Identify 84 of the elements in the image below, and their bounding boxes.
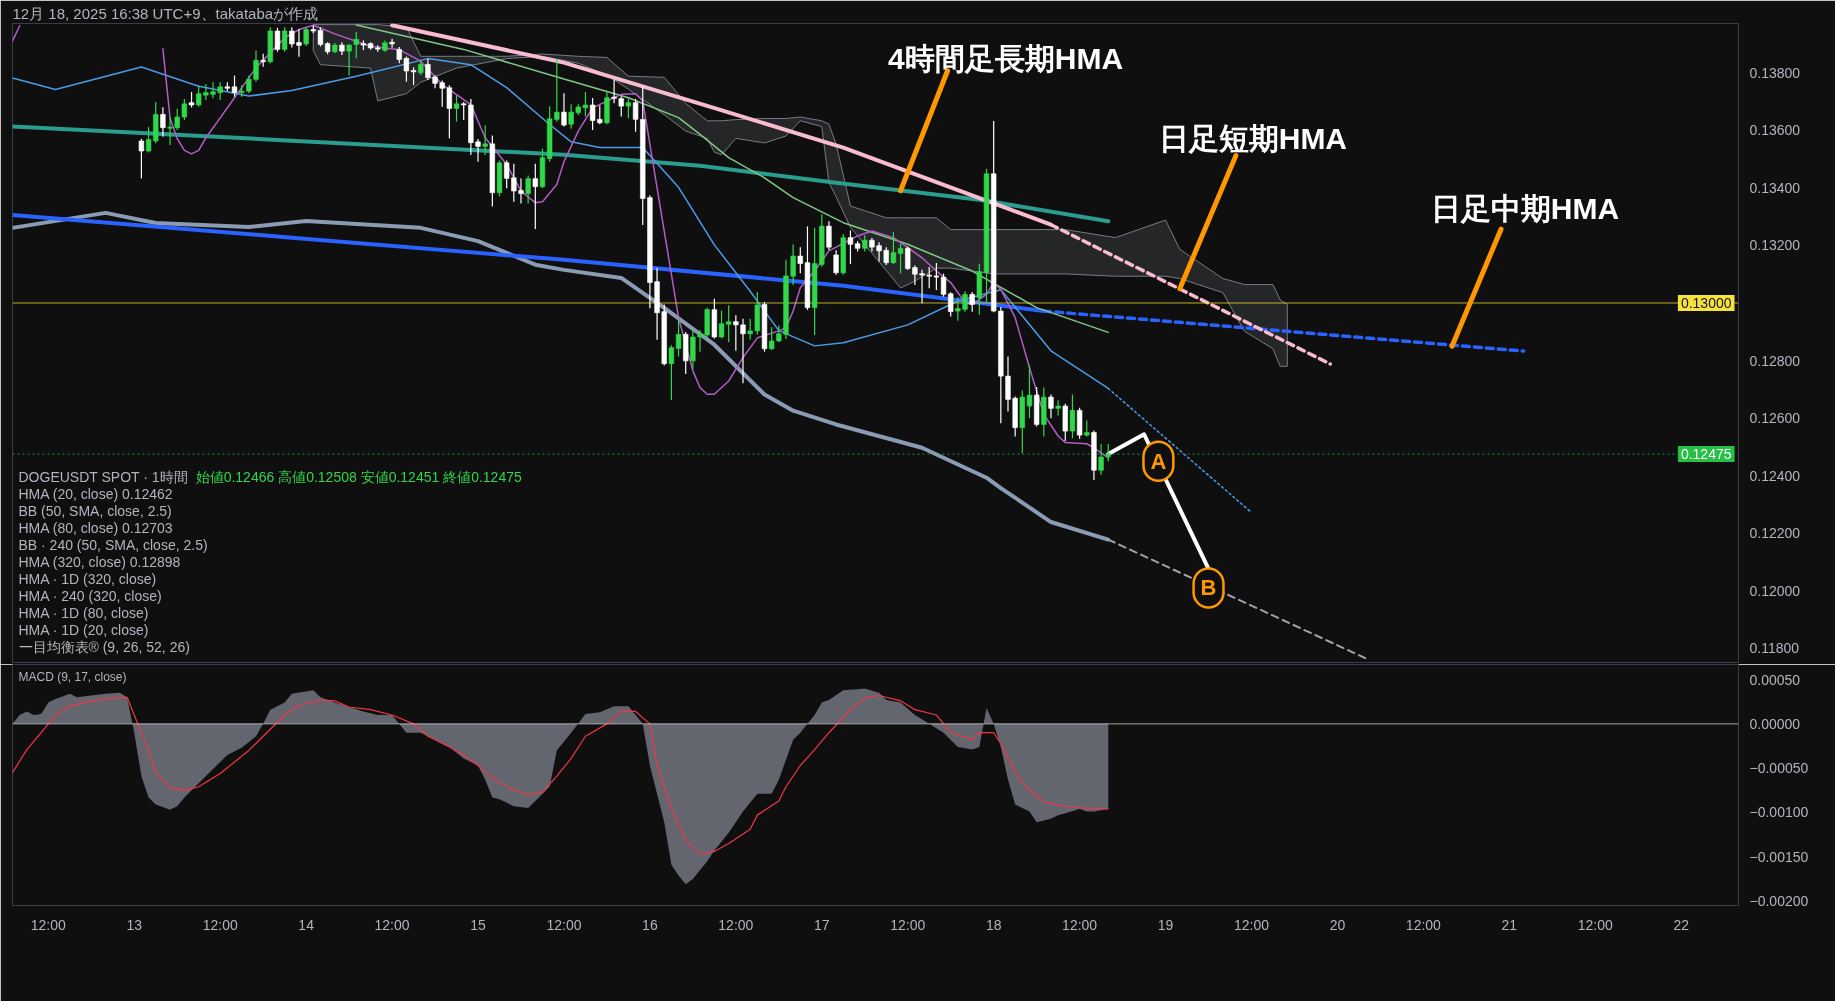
annotation: HMA · 1D (320, close)	[18, 570, 157, 587]
candlestick	[675, 318, 682, 357]
annotation: A	[1150, 448, 1167, 474]
candlestick	[847, 230, 854, 265]
annotation: HMA · 240 (320, close)	[18, 587, 162, 604]
text: 始値0.12466 高値0.12508 安値0.12451 終値0.12475	[195, 468, 522, 485]
x-tick-label: 14	[298, 916, 315, 933]
candlestick	[281, 27, 288, 52]
y-tick-label: −0.00100	[1749, 804, 1809, 821]
x-tick-label: 15	[470, 916, 487, 933]
text: DOGEUSDT SPOT · 1時間	[18, 468, 188, 485]
candlestick	[1069, 394, 1076, 439]
candlestick	[1048, 394, 1054, 419]
y-tick-label: 0.00000	[1749, 715, 1801, 732]
x-tick-label: 16	[642, 916, 658, 933]
annotation: 一目均衡表® (9, 26, 52, 26)	[18, 638, 190, 655]
annotation: HMA (80, close) 0.12703	[18, 519, 173, 536]
candlestick	[160, 107, 166, 137]
candlestick	[274, 27, 281, 52]
ref-line-label: 0.12475	[1680, 446, 1732, 463]
candlestick	[632, 98, 639, 132]
line-series	[12, 694, 1109, 855]
candlestick	[1055, 400, 1061, 416]
candlestick	[482, 125, 488, 156]
y-tick-label: 0.11800	[1749, 640, 1800, 657]
chart-title: MACD (9, 17, close)	[18, 669, 127, 684]
x-tick-label: 13	[126, 916, 143, 933]
x-tick-label: 12:00	[890, 916, 926, 933]
y-tick-label: 0.12200	[1749, 525, 1801, 542]
annotation: 日足中期HMA	[1430, 191, 1620, 225]
y-tick-label: 0.12400	[1749, 467, 1801, 484]
y-tick-label: −0.00050	[1749, 760, 1809, 777]
x-tick-label: 12:00	[202, 916, 238, 933]
y-tick-label: 0.13400	[1749, 179, 1801, 196]
candlestick	[826, 221, 832, 251]
y-tick-label: 0.12000	[1749, 582, 1801, 599]
annotation: HMA · 1D (20, close)	[18, 621, 149, 638]
annotation: BB (50, SMA, close, 2.5)	[18, 502, 172, 519]
x-tick-label: 12:00	[1577, 916, 1613, 933]
line-series	[12, 124, 1111, 224]
y-tick-label: 0.00050	[1749, 671, 1801, 688]
y-tick-label: −0.00200	[1749, 893, 1809, 910]
y-tick-label: 0.13600	[1749, 122, 1801, 139]
x-tick-label: 12:00	[718, 916, 754, 933]
x-tick-label: 18	[985, 916, 1002, 933]
x-tick-label: 12:00	[30, 916, 67, 933]
candlestick	[525, 175, 531, 204]
annotation: HMA (20, close) 0.12462	[18, 485, 173, 502]
x-tick-label: 12:00	[374, 916, 410, 933]
y-tick-label: 0.13800	[1749, 64, 1801, 81]
ref-line-label: 0.13000	[1680, 294, 1732, 311]
x-tick-label: 20	[1329, 916, 1346, 933]
y-tick-label: 0.12600	[1749, 410, 1801, 427]
y-tick-label: −0.00150	[1749, 848, 1809, 865]
candlestick	[690, 330, 696, 369]
x-tick-label: 12:00	[546, 916, 582, 933]
x-tick-label: 21	[1501, 916, 1518, 933]
candlestick	[138, 138, 145, 179]
annotation: 日足短期HMA	[1158, 122, 1348, 156]
x-tick-label: 17	[814, 916, 830, 933]
candlestick	[969, 292, 975, 312]
candlestick	[453, 95, 460, 122]
candlestick	[532, 163, 538, 230]
annotation: HMA (320, close) 0.12898	[18, 553, 181, 570]
x-tick-label: 12:00	[1405, 916, 1442, 933]
x-tick-label: 12:00	[1062, 916, 1098, 933]
annotation: HMA · 1D (80, close)	[18, 604, 149, 621]
candlestick	[833, 250, 839, 275]
candlestick	[231, 75, 238, 97]
x-tick-label: 19	[1157, 916, 1174, 933]
candlestick	[890, 232, 897, 265]
x-tick-label: 22	[1673, 916, 1690, 933]
text: 12月 18, 2025 16:38 UTC+9、takatabaが作成	[12, 4, 319, 22]
y-tick-label: 0.13200	[1749, 237, 1801, 254]
candlestick	[897, 243, 904, 274]
annotation: 4時間足長期HMA	[888, 42, 1124, 76]
annotation: BB · 240 (50, SMA, close, 2.5)	[18, 536, 208, 553]
annotation: B	[1200, 575, 1217, 601]
y-tick-label: 0.12800	[1749, 352, 1801, 369]
candlestick	[625, 98, 632, 119]
x-tick-label: 12:00	[1233, 916, 1270, 933]
candlestick	[668, 345, 675, 401]
candlestick	[561, 93, 567, 127]
candlestick	[389, 38, 395, 48]
